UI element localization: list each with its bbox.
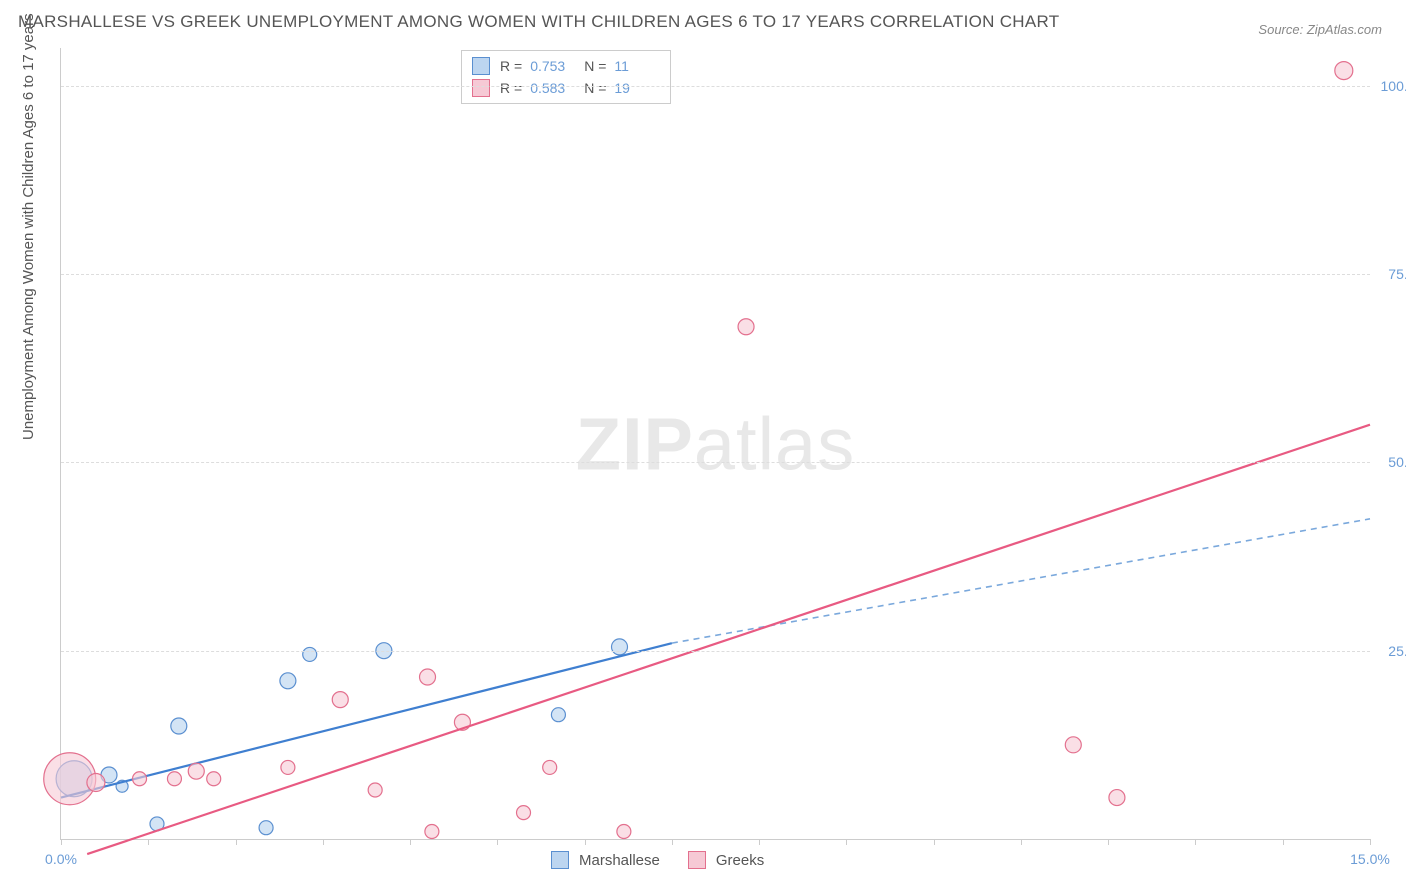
- data-point: [87, 774, 105, 792]
- y-tick-label: 50.0%: [1388, 454, 1406, 470]
- legend-label: Marshallese: [579, 852, 660, 869]
- y-axis-label: Unemployment Among Women with Children A…: [20, 13, 37, 440]
- trend-line: [87, 425, 1370, 854]
- x-tick-label: 0.0%: [45, 851, 77, 867]
- plot-area: ZIPatlas R = 0.753 N = 11 R = 0.583 N = …: [60, 48, 1370, 840]
- legend-item: Marshallese: [551, 851, 660, 869]
- data-point: [420, 669, 436, 685]
- source-value: ZipAtlas.com: [1307, 22, 1382, 37]
- swatch-icon: [551, 851, 569, 869]
- data-point: [303, 647, 317, 661]
- trend-line-extension: [672, 519, 1370, 643]
- data-point: [1065, 737, 1081, 753]
- y-tick-label: 75.0%: [1388, 266, 1406, 282]
- trend-line: [61, 643, 672, 797]
- data-point: [617, 824, 631, 838]
- data-point: [332, 692, 348, 708]
- data-point: [738, 319, 754, 335]
- series-legend: Marshallese Greeks: [551, 851, 764, 869]
- legend-item: Greeks: [688, 851, 764, 869]
- data-point: [543, 760, 557, 774]
- chart-svg: [61, 48, 1370, 839]
- data-point: [259, 821, 273, 835]
- data-point: [171, 718, 187, 734]
- x-tick-label: 15.0%: [1350, 851, 1390, 867]
- data-point: [425, 824, 439, 838]
- y-tick-label: 100.0%: [1381, 78, 1406, 94]
- data-point: [207, 772, 221, 786]
- legend-label: Greeks: [716, 852, 764, 869]
- data-point: [368, 783, 382, 797]
- data-point: [517, 806, 531, 820]
- data-point: [612, 639, 628, 655]
- data-point: [281, 760, 295, 774]
- data-point: [167, 772, 181, 786]
- data-point: [551, 708, 565, 722]
- swatch-icon: [688, 851, 706, 869]
- data-point: [133, 772, 147, 786]
- y-tick-label: 25.0%: [1388, 643, 1406, 659]
- data-point: [188, 763, 204, 779]
- data-point: [280, 673, 296, 689]
- chart-title: MARSHALLESE VS GREEK UNEMPLOYMENT AMONG …: [18, 12, 1059, 32]
- source-label: Source:: [1258, 22, 1303, 37]
- source-attribution: Source: ZipAtlas.com: [1258, 22, 1382, 37]
- data-point: [1335, 62, 1353, 80]
- data-point: [1109, 790, 1125, 806]
